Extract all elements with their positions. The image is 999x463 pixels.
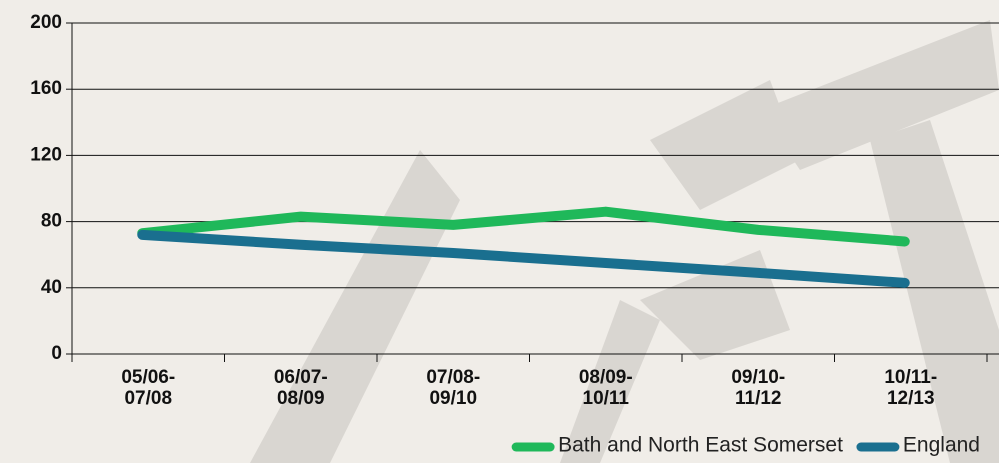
y-tick-label: 160 — [30, 78, 62, 99]
series-line — [137, 206, 910, 247]
x-tick-label: 09/10-11/12 — [731, 367, 786, 409]
y-tick-label: 120 — [30, 144, 62, 165]
x-tick-label: 08/09-10/11 — [578, 367, 633, 409]
y-tick-label: 80 — [41, 211, 62, 232]
x-tick-label: 07/08-09/10 — [426, 367, 481, 409]
series-line — [137, 229, 910, 288]
y-tick-label: 40 — [41, 277, 62, 298]
watermark — [250, 20, 999, 463]
x-tick-label: 05/06-07/08 — [121, 367, 176, 409]
legend-label: England — [903, 434, 980, 457]
y-tick-label: 200 — [30, 12, 62, 33]
y-tick-label: 0 — [51, 343, 62, 364]
x-tick-label: 10/11-12/13 — [884, 367, 938, 409]
legend-label: Bath and North East Somerset — [558, 434, 843, 457]
x-tick-label: 06/07-08/09 — [273, 367, 328, 409]
